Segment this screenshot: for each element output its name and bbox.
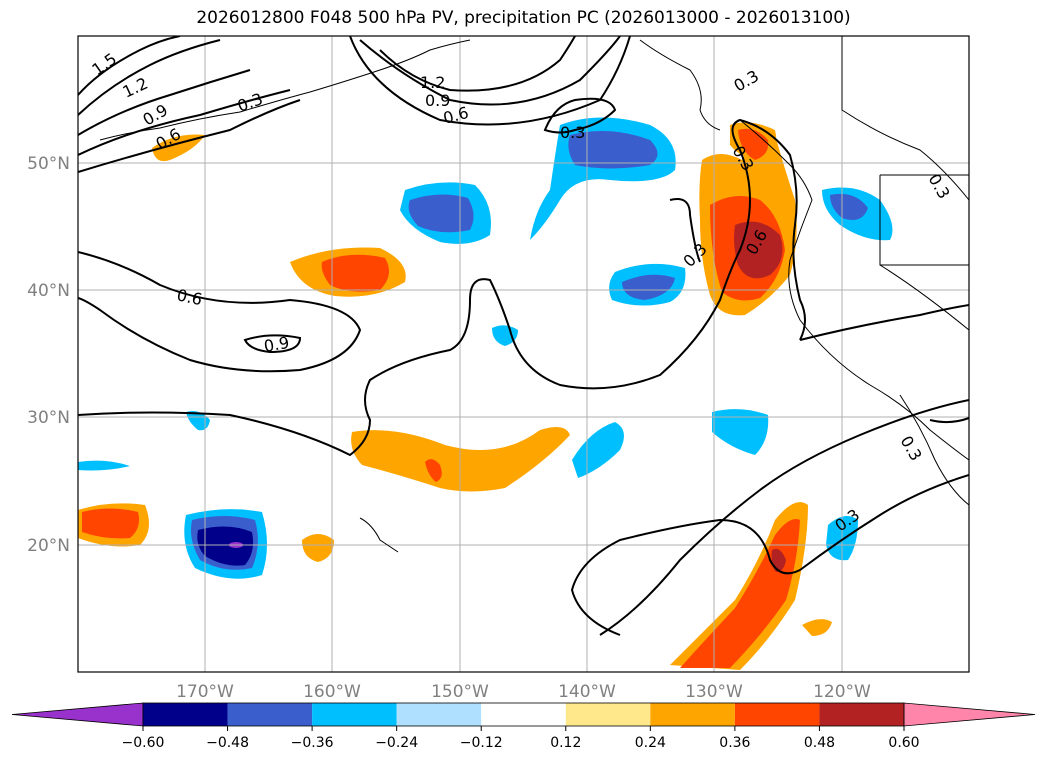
shade-blue-core [408,194,474,233]
pv-contours [78,36,969,636]
lat-label: 50°N [27,154,70,174]
shade-blue-region [492,325,518,346]
shade-blue-core [830,193,868,221]
contour-label: 0.3 [560,123,585,142]
colorbar-tick-label: −0.36 [291,735,334,751]
shade-orange-region [152,134,205,162]
contour-label: 0.9 [262,333,290,356]
colorbar-tick-label: −0.24 [375,735,418,751]
shade-blue-core [568,131,658,169]
shade-red-region [321,254,389,292]
colorbar-tick-label: 0.60 [888,735,919,751]
contour-label: 0.6 [175,285,204,309]
colorbar-segment [481,703,566,726]
map-plot-area [78,36,969,672]
shade-blue-core [622,274,675,300]
lon-label: 170°W [176,682,234,702]
shade-red-region [738,128,769,160]
colorbar-tick-label: 0.48 [804,735,835,751]
lon-label: 150°W [431,682,489,702]
map-border [77,35,970,673]
lat-label: 40°N [27,281,70,301]
colorbar-tick-label: −0.12 [460,735,503,751]
lon-label: 130°W [685,682,743,702]
colorbar-extend-high [903,702,1036,727]
shade-orange-region [802,619,832,636]
colorbar-tick-label: 0.24 [635,735,666,751]
colorbar: −0.60 −0.48 −0.36 −0.24 −0.12 0.12 0.24 0.36 0.4… [11,702,1036,751]
precip-shading [78,117,893,670]
colorbar-border [142,702,905,727]
colorbar-segment [650,703,735,726]
shade-blue-region [712,409,769,455]
lon-label: 140°W [558,682,616,702]
map-title: 2026012800 F048 500 hPa PV, precipitatio… [196,8,851,28]
shade-darkred-region [734,221,783,279]
colorbar-extend-low [11,702,144,727]
colorbar-segment [565,703,651,726]
graticule [78,36,969,672]
shade-red-region [425,459,442,482]
shade-navy-core [197,526,254,566]
lat-label: 20°N [27,536,70,556]
colorbar-segment [396,703,482,726]
colorbar-tick-label: −0.48 [206,735,249,751]
coastlines [99,36,969,553]
colorbar-segment [819,703,904,726]
colorbar-tick-label: 0.12 [550,735,581,751]
shade-orange-region [302,534,334,562]
latitude-labels: 50°N 40°N 30°N 20°N [27,154,70,556]
shade-orange-region [351,426,570,492]
shade-blue-region [186,411,210,431]
colorbar-segment [734,703,820,726]
colorbar-tick-label: 0.36 [719,735,750,751]
longitude-labels: 170°W 160°W 150°W 140°W 130°W 120°W [176,682,871,702]
colorbar-tick-label: −0.60 [122,735,165,751]
colorbar-segment [227,703,313,726]
shade-blue-region [572,422,624,478]
colorbar-segment [312,703,397,726]
lon-label: 120°W [813,682,871,702]
contour-label: 1.2 [420,73,445,92]
shade-blue-region [78,460,130,471]
colorbar-segment [143,703,228,726]
lon-label: 160°W [303,682,361,702]
shade-red-region [82,508,139,539]
lat-label: 30°N [27,408,70,428]
contour-label: 0.9 [425,91,450,110]
